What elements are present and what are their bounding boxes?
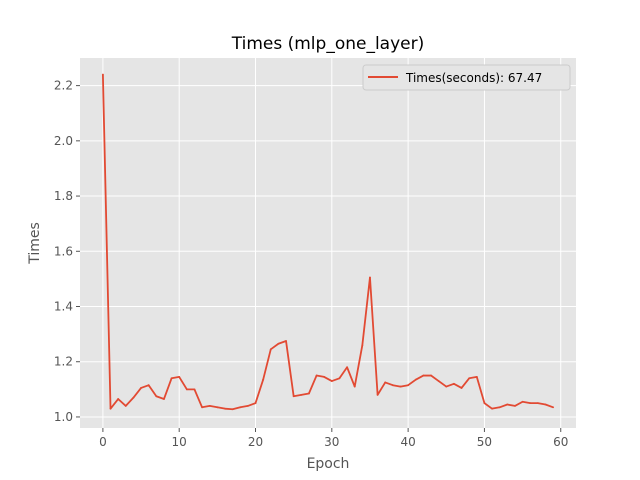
- data-point: [483, 402, 486, 405]
- y-axis-ticks: 1.0 1.2 1.4 1.6 1.8 2.0 2.2: [54, 79, 80, 424]
- data-point: [269, 348, 272, 351]
- data-point: [101, 73, 104, 76]
- y-tick-label: 2.0: [54, 134, 73, 148]
- data-point: [323, 376, 326, 378]
- series-layer: [101, 73, 555, 411]
- data-point: [529, 402, 532, 405]
- data-point: [414, 378, 417, 381]
- legend-box: [362, 64, 571, 91]
- data-point: [506, 403, 509, 406]
- data-point: [338, 377, 341, 380]
- data-point: [132, 396, 135, 399]
- legend: Times(seconds): 67.47: [362, 64, 571, 91]
- data-point: [330, 380, 333, 382]
- data-point: [391, 384, 394, 387]
- data-point: [361, 344, 364, 347]
- data-point: [262, 378, 265, 381]
- y-tick-label: 1.6: [54, 244, 73, 258]
- data-point: [246, 405, 249, 407]
- plot-area: [80, 58, 576, 428]
- y-tick-label: 1.8: [54, 189, 73, 203]
- data-point: [216, 406, 219, 409]
- x-tick-label: 0: [99, 435, 107, 449]
- data-point: [231, 408, 234, 411]
- data-point: [117, 398, 120, 400]
- data-point: [109, 407, 112, 410]
- data-point: [437, 380, 440, 382]
- x-tick-label: 30: [324, 435, 339, 449]
- data-point: [178, 376, 181, 378]
- data-point: [277, 342, 280, 345]
- chart-title: Times (mlp_one_layer): [231, 34, 425, 54]
- x-tick-label: 20: [248, 435, 263, 449]
- data-point: [407, 384, 410, 387]
- data-point: [353, 385, 356, 388]
- data-point: [239, 406, 242, 409]
- data-point: [292, 395, 295, 398]
- x-tick-label: 50: [477, 435, 492, 449]
- y-tick-label: 1.4: [54, 300, 73, 314]
- data-point: [422, 374, 425, 377]
- x-tick-label: 40: [400, 435, 415, 449]
- data-point: [140, 387, 142, 389]
- data-point: [514, 405, 516, 407]
- data-point: [544, 403, 547, 406]
- data-point: [185, 388, 188, 391]
- data-point: [208, 405, 211, 407]
- data-point: [491, 407, 493, 410]
- y-tick-label: 2.2: [54, 79, 73, 93]
- series-line: [101, 74, 554, 411]
- data-point: [285, 340, 287, 342]
- data-point: [147, 384, 150, 387]
- data-point: [124, 405, 127, 407]
- legend-entry-label: Times(seconds): 67.47: [405, 71, 542, 85]
- data-point: [254, 402, 257, 405]
- data-point: [475, 376, 478, 378]
- data-point: [308, 392, 310, 395]
- data-point: [521, 400, 524, 403]
- data-point: [552, 406, 555, 409]
- x-axis-label: Epoch: [307, 456, 350, 472]
- data-point: [399, 385, 402, 388]
- data-point: [300, 393, 303, 396]
- y-axis-label: Times: [27, 222, 43, 265]
- data-point: [346, 366, 348, 369]
- data-point: [453, 382, 455, 385]
- data-point: [460, 387, 463, 389]
- data-point: [430, 374, 432, 377]
- data-point: [536, 402, 539, 405]
- data-point: [170, 377, 173, 380]
- x-axis-ticks: 0 10 20 30 40 50 60: [99, 428, 568, 449]
- data-point: [498, 406, 501, 409]
- data-point: [384, 381, 387, 384]
- data-point: [315, 374, 318, 377]
- x-tick-label: 10: [172, 435, 187, 449]
- data-point: [224, 407, 226, 410]
- y-tick-label: 1.0: [54, 410, 73, 424]
- data-point: [376, 393, 379, 396]
- data-point: [163, 398, 165, 400]
- data-point: [193, 388, 196, 391]
- data-point: [155, 395, 158, 398]
- x-tick-label: 60: [553, 435, 568, 449]
- data-point: [369, 276, 371, 279]
- data-point: [445, 385, 448, 388]
- y-tick-label: 1.2: [54, 355, 73, 369]
- data-point: [468, 377, 471, 380]
- data-point: [201, 406, 203, 409]
